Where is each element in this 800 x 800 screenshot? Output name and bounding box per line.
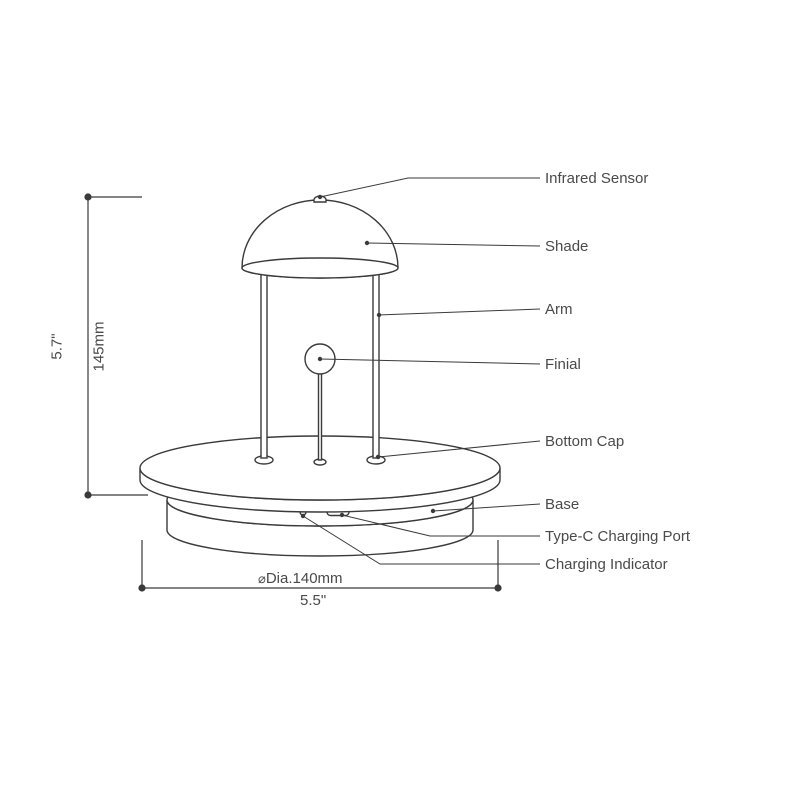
leader-infrared	[320, 178, 540, 197]
finial-stem	[319, 372, 322, 460]
arm-left	[261, 268, 267, 458]
diagram-container: Infrared Sensor Shade Arm Finial Bottom …	[0, 0, 800, 800]
shade-rim	[242, 258, 398, 278]
arm-right	[373, 268, 379, 458]
label-type-c: Type-C Charging Port	[545, 528, 690, 545]
dim-dia-in: 5.5"	[300, 592, 326, 609]
lamp-diagram-svg	[0, 0, 800, 800]
label-bottom-cap: Bottom Cap	[545, 433, 624, 450]
label-shade: Shade	[545, 238, 588, 255]
leader-finial	[320, 359, 540, 364]
dim-height-in: 5.7"	[49, 333, 66, 359]
dim-height-mm: 145mm	[91, 321, 108, 371]
dim-dia-mm: ⌀Dia.140mm	[258, 570, 343, 587]
leader-arm	[379, 309, 540, 315]
label-arm: Arm	[545, 301, 573, 318]
label-finial: Finial	[545, 356, 581, 373]
label-charging-indicator: Charging Indicator	[545, 556, 668, 573]
label-infrared-sensor: Infrared Sensor	[545, 170, 648, 187]
label-base: Base	[545, 496, 579, 513]
